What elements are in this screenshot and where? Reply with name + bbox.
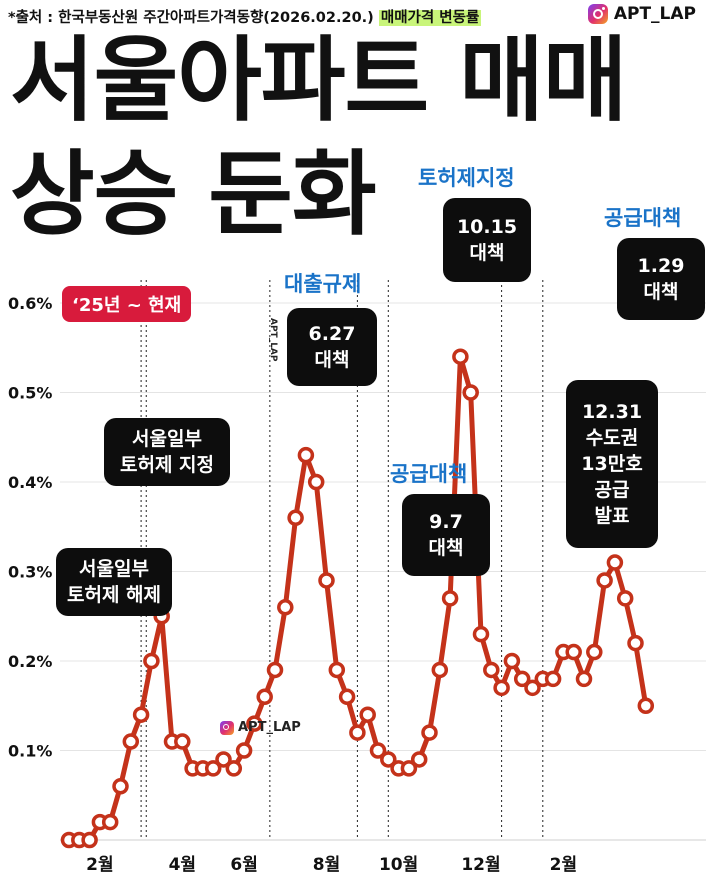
data-point [297,446,315,464]
data-point [112,778,129,795]
annotation-box-627: 6.27 대책 [287,308,377,386]
data-point [318,572,335,589]
data-point [328,661,346,679]
annotation-heading-supply-1: 공급대책 [390,462,468,486]
annotation-box-1015: 10.15 대책 [443,198,531,282]
data-point [266,661,284,679]
data-point [101,813,119,831]
instagram-icon [587,4,608,24]
data-point [575,670,593,688]
data-point [452,348,469,365]
x-tick-label: 12월 [461,855,500,875]
data-point [441,590,459,607]
data-point [421,724,438,741]
data-point [493,679,510,697]
y-tick-label: 0.2% [8,652,52,671]
annotation-box-dereg: 서울일부 토허제 해제 [56,548,172,616]
data-point [637,697,655,714]
data-point [277,599,294,616]
data-point [380,751,397,768]
data-point [513,670,531,688]
data-point [246,715,263,732]
y-tick-label: 0.3% [8,563,52,582]
annotation-box-1231: 12.31 수도권 13만호 공급 발표 [566,380,658,548]
data-point [627,634,644,652]
data-point [174,733,191,750]
data-point [400,760,418,777]
period-badge: ‘25년 ~ 현재 [62,286,192,322]
y-tick-label: 0.5% [8,384,52,403]
data-point [349,724,366,741]
data-point [483,661,500,679]
annotation-heading-zoning: 토허제지정 [418,166,515,190]
data-point [287,509,304,527]
watermark-vertical: APT_LAP [268,318,278,362]
x-tick-label: 10월 [379,855,418,875]
data-point [143,652,160,670]
data-point [338,688,356,706]
instagram-icon [220,720,234,735]
data-point [235,742,253,759]
annotation-heading-supply-2: 공급대책 [604,206,682,230]
x-tick-label: 4월 [169,855,196,875]
source-highlight: 매매가격 변동률 [378,10,482,26]
brand-label: APT_LAP [613,4,696,24]
source-note: *출처 : 한국부동산원 주간아파트가격동향(2026.02.20.) 매매가격… [8,6,482,27]
annotation-box-97: 9.7 대책 [402,494,490,576]
watermark-label: APT_LAP [238,720,301,735]
annotation-box-129: 1.29 대책 [617,238,705,320]
data-point [544,670,562,688]
page-title-line1: 서울아파트 매매 [10,27,628,134]
data-point [215,751,232,768]
y-tick-label: 0.6% [8,294,52,313]
x-tick-label: 2월 [86,855,113,875]
data-point [132,706,150,723]
data-point [410,751,428,768]
y-tick-label: 0.4% [8,473,52,492]
data-point [359,706,376,723]
brand-handle[interactable]: APT_LAP [587,4,696,24]
y-tick-label: 0.1% [8,742,52,761]
data-point [256,688,273,706]
data-point [472,625,490,643]
data-point [225,760,243,777]
page-title-line2: 상승 둔화 [10,141,377,248]
annotation-heading-loan: 대출규제 [284,272,362,296]
watermark: APT_LAP [220,720,301,735]
x-tick-label: 2월 [550,855,577,875]
data-point [606,554,624,571]
data-point [596,572,613,589]
annotation-box-zoning-1: 서울일부 토허제 지정 [104,418,230,486]
x-tick-label: 6월 [230,855,257,875]
data-point [369,742,387,759]
data-point [586,643,603,661]
data-point [307,473,325,491]
x-tick-label: 8월 [313,855,340,875]
data-point [122,733,140,750]
data-point [616,590,634,607]
data-point [565,643,582,661]
source-text: *출처 : 한국부동산원 주간아파트가격동향(2026.02.20.) [8,10,379,26]
data-point [524,679,541,697]
data-point [204,760,222,777]
data-point [81,831,98,849]
data-point [431,661,449,679]
data-point [462,384,479,401]
data-point [503,652,521,670]
